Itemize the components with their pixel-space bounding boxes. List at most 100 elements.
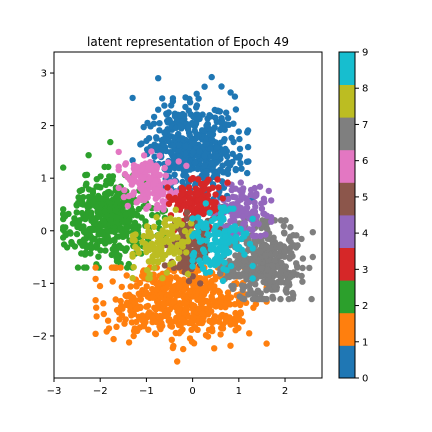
scatter-point-class-6 (130, 189, 138, 196)
scatter-point-class-2 (91, 236, 98, 243)
scatter-point-class-0 (200, 127, 208, 134)
scatter-point-class-0 (155, 75, 162, 82)
scatter-point-class-0 (220, 138, 227, 145)
scatter-point-class-1 (199, 315, 206, 323)
scatter-point-class-0 (152, 144, 159, 151)
scatter-point-class-7 (287, 224, 294, 231)
scatter-point-class-9 (202, 257, 210, 264)
scatter-point-class-1 (100, 310, 108, 318)
scatter-point-class-0 (150, 113, 158, 121)
scatter-point-class-2 (104, 189, 112, 196)
scatter-point-class-1 (189, 301, 196, 309)
scatter-point-class-3 (178, 190, 186, 198)
scatter-point-class-5 (183, 215, 190, 222)
scatter-point-class-1 (233, 313, 240, 321)
scatter-point-class-0 (220, 148, 227, 155)
scatter-point-class-0 (159, 95, 166, 102)
scatter-point-class-1 (125, 339, 133, 346)
scatter-point-class-1 (159, 322, 166, 330)
scatter-point-class-0 (193, 102, 201, 109)
scatter-point-class-6 (175, 158, 182, 165)
scatter-point-class-8 (171, 250, 178, 257)
scatter-point-class-7 (288, 250, 295, 257)
scatter-point-class-0 (206, 131, 214, 138)
scatter-point-class-5 (185, 277, 193, 285)
scatter-point-class-7 (278, 259, 285, 266)
scatter-point-class-8 (181, 227, 189, 235)
scatter-point-class-8 (175, 216, 182, 224)
scatter-point-class-9 (211, 227, 218, 234)
scatter-point-class-8 (184, 238, 192, 245)
scatter-point-class-7 (287, 233, 294, 240)
scatter-point-class-8 (148, 240, 155, 247)
scatter-point-class-6 (145, 164, 152, 171)
scatter-point-class-4 (258, 205, 266, 212)
scatter-point-class-4 (232, 194, 239, 201)
scatter-point-class-1 (163, 284, 170, 292)
scatter-point-class-7 (280, 229, 288, 236)
scatter-point-class-6 (152, 186, 160, 193)
scatter-point-class-1 (126, 303, 133, 310)
chart-title: latent representation of Epoch 49 (87, 35, 289, 49)
scatter-point-class-7 (293, 260, 300, 267)
scatter-point-class-7 (309, 229, 316, 236)
scatter-point-class-0 (191, 140, 198, 147)
scatter-point-class-1 (211, 318, 218, 325)
scatter-point-class-1 (135, 290, 142, 297)
scatter-point-class-0 (175, 148, 183, 155)
scatter-point-class-0 (212, 153, 220, 160)
scatter-point-class-2 (73, 202, 81, 209)
scatter-point-class-2 (111, 227, 118, 235)
scatter-point-class-2 (108, 212, 116, 219)
scatter-point-class-0 (235, 128, 242, 135)
y-tick-label: 3 (41, 69, 47, 80)
scatter-point-class-0 (181, 155, 189, 162)
scatter-point-class-7 (299, 264, 306, 272)
scatter-point-class-1 (130, 332, 137, 340)
scatter-point-class-0 (161, 129, 168, 136)
y-tick-label: −1 (32, 279, 47, 290)
scatter-point-class-3 (164, 184, 171, 191)
scatter-point-class-0 (230, 120, 237, 127)
scatter-point-class-8 (153, 214, 160, 221)
scatter-point-class-1 (195, 305, 203, 312)
scatter-point-class-1 (231, 301, 239, 308)
scatter-point-class-2 (82, 249, 90, 256)
scatter-point-class-6 (150, 181, 157, 188)
scatter-point-class-1 (211, 313, 219, 320)
scatter-point-class-6 (115, 166, 122, 174)
scatter-point-class-7 (309, 253, 316, 261)
scatter-point-class-1 (168, 336, 175, 343)
scatter-point-class-6 (164, 159, 172, 166)
scatter-point-class-0 (156, 127, 163, 134)
scatter-point-class-9 (202, 200, 209, 207)
scatter-point-class-2 (114, 192, 121, 199)
scatter-point-class-9 (189, 263, 196, 270)
scatter-point-class-0 (195, 148, 203, 155)
scatter-point-class-0 (167, 149, 174, 156)
scatter-point-class-9 (249, 275, 256, 282)
scatter-point-class-4 (250, 221, 257, 228)
scatter-point-class-1 (181, 309, 188, 316)
scatter-point-class-2 (60, 234, 67, 241)
colorbar-tick-label: 7 (362, 120, 368, 131)
scatter-point-class-8 (156, 233, 163, 240)
scatter-point-class-1 (224, 289, 232, 296)
scatter-point-class-9 (201, 249, 208, 256)
colorbar-band-5 (339, 182, 355, 216)
scatter-point-class-1 (117, 297, 124, 305)
scatter-point-class-2 (60, 206, 67, 213)
scatter-point-class-9 (223, 267, 230, 274)
scatter-point-class-2 (80, 228, 88, 236)
scatter-point-class-4 (249, 226, 256, 234)
scatter-point-class-1 (151, 330, 159, 337)
scatter-point-class-0 (211, 169, 218, 176)
scatter-point-class-3 (195, 176, 202, 183)
scatter-point-class-0 (243, 158, 251, 165)
scatter-point-class-2 (80, 223, 87, 230)
scatter-point-class-0 (151, 153, 158, 160)
scatter-point-class-0 (182, 94, 189, 101)
scatter-point-class-9 (241, 251, 248, 258)
scatter-point-class-7 (271, 283, 278, 291)
